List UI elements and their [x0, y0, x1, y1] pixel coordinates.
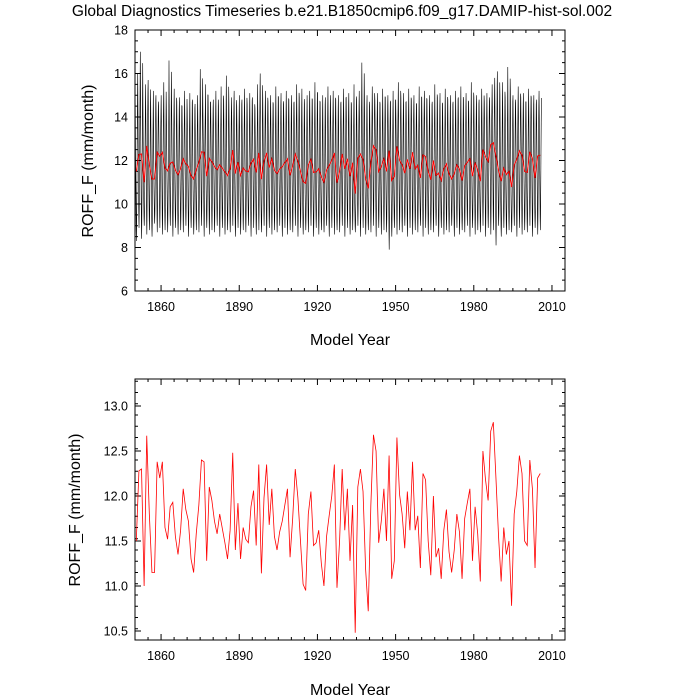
bottom-y-axis-label: ROFF_F (mm/month) [67, 434, 84, 587]
bottom-y-ticks: 10.5 11.0 11.5 12.0 12.5 13.0 [104, 380, 565, 641]
annual-mean-series-line [135, 141, 541, 194]
bottom-x-ticks: 1860 1890 1920 1950 1980 2010 [134, 379, 566, 663]
y-tick-label: 8 [121, 241, 128, 255]
y-tick-label: 12.5 [104, 445, 128, 459]
y-tick-label: 13.0 [104, 400, 128, 414]
bottom-plot-frame [134, 378, 566, 641]
x-tick-label: 1920 [304, 300, 332, 314]
x-tick-label: 1890 [225, 300, 253, 314]
x-tick-label: 2010 [538, 649, 566, 663]
y-tick-label: 11.0 [105, 580, 128, 594]
x-tick-label: 1890 [225, 649, 253, 663]
y-tick-label: 12.0 [104, 490, 128, 504]
x-tick-label: 1950 [382, 649, 410, 663]
x-tick-label: 1950 [382, 300, 410, 314]
x-tick-label: 1980 [460, 300, 488, 314]
top-x-axis-label: Model Year [310, 332, 391, 349]
bottom-x-axis-label: Model Year [310, 682, 391, 699]
y-tick-label: 10 [114, 198, 128, 212]
top-x-ticks: 1860 1890 1920 1950 1980 2010 [134, 30, 566, 314]
x-tick-label: 1920 [304, 649, 332, 663]
top-y-axis-label: ROFF_F (mm/month) [80, 85, 97, 238]
y-tick-label: 10.5 [104, 625, 128, 639]
chart-title: Global Diagnostics Timeseries b.e21.B185… [72, 3, 612, 20]
annual-mean-series-line [135, 422, 541, 633]
y-tick-label: 14 [114, 111, 128, 125]
bottom-panel: 10.5 11.0 11.5 12.0 12.5 13.0 1860 1890 1920 195… [67, 378, 566, 699]
top-y-ticks: 6 8 10 12 14 16 18 [114, 24, 565, 299]
x-tick-label: 2010 [538, 300, 566, 314]
y-tick-label: 6 [121, 285, 128, 299]
top-panel: 6 8 10 12 14 16 18 1860 1890 1920 1950 1980 2010 Mo… [80, 24, 566, 350]
monthly-series-line [134, 51, 542, 250]
x-tick-label: 1980 [460, 649, 488, 663]
x-tick-label: 1860 [147, 649, 175, 663]
y-tick-label: 16 [114, 67, 128, 81]
y-tick-label: 11.5 [105, 535, 128, 549]
x-tick-label: 1860 [147, 300, 175, 314]
y-tick-label: 12 [114, 154, 128, 168]
y-tick-label: 18 [114, 24, 128, 38]
